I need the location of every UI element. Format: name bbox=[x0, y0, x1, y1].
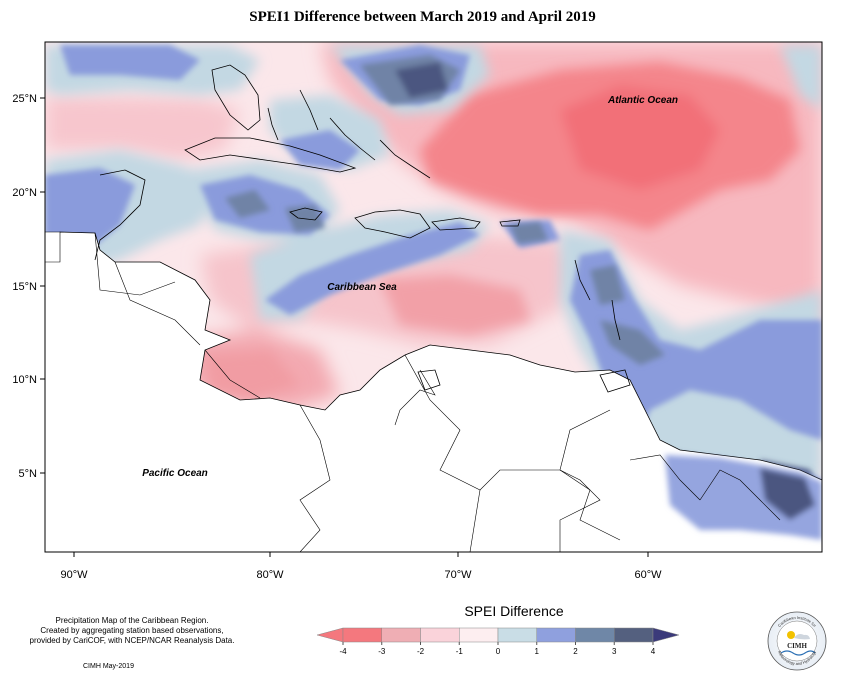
y-tick-label: 10°N bbox=[12, 374, 37, 386]
colorbar-arrow-left bbox=[316, 627, 344, 643]
map-frame bbox=[44, 41, 823, 553]
colorbar-swatch bbox=[459, 627, 499, 643]
y-tick-label: 15°N bbox=[12, 281, 37, 293]
colorbar-swatch bbox=[536, 627, 576, 643]
footer-note: CIMH May-2019 bbox=[83, 663, 134, 670]
colorbar: -4 -3 -2 -1 0 1 2 3 4 bbox=[316, 627, 680, 656]
y-tick-label: 5°N bbox=[19, 468, 38, 480]
credits-block: Precipitation Map of the Caribbean Regio… bbox=[12, 616, 252, 646]
colorbar-tick-label: -3 bbox=[378, 647, 386, 656]
atlantic-ocean-label: Atlantic Ocean bbox=[607, 95, 678, 106]
colorbar-tick-label: 3 bbox=[612, 647, 617, 656]
field-guiana-overlay bbox=[665, 455, 822, 540]
wave-icon bbox=[780, 650, 816, 656]
cimh-logo: CIMH Caribbean Institute for Meteorology… bbox=[767, 611, 827, 671]
credits-line: Created by aggregating station based obs… bbox=[40, 626, 224, 635]
colorbar-tick-label: -4 bbox=[339, 647, 347, 656]
map-title: SPEI1 Difference between March 2019 and … bbox=[249, 9, 596, 25]
cloud-icon bbox=[794, 634, 810, 640]
spei-field bbox=[45, 42, 822, 552]
colorbar-swatch bbox=[342, 627, 382, 643]
colorbar-tick-label: -1 bbox=[456, 647, 464, 656]
y-axis: 25°N 20°N 15°N 10°N 5°N bbox=[12, 93, 45, 480]
logo-text: CIMH bbox=[787, 642, 807, 650]
colorbar-swatch bbox=[381, 627, 421, 643]
credits-line: provided by CariCOF, with NCEP/NCAR Rean… bbox=[29, 636, 235, 645]
colorbar-tick-label: 1 bbox=[535, 647, 540, 656]
colorbar-tick-label: 0 bbox=[496, 647, 501, 656]
colorbar-tick-label: 4 bbox=[651, 647, 656, 656]
legend-title: SPEI Difference bbox=[464, 603, 564, 619]
colorbar-swatch bbox=[497, 627, 537, 643]
colorbar-swatch bbox=[575, 627, 615, 643]
x-tick-label: 80°W bbox=[256, 569, 284, 581]
x-axis: 90°W 80°W 70°W 60°W bbox=[60, 552, 662, 581]
colorbar-swatch bbox=[614, 627, 654, 643]
sun-icon bbox=[787, 631, 795, 639]
credits-line: Precipitation Map of the Caribbean Regio… bbox=[55, 616, 209, 625]
colorbar-swatch bbox=[420, 627, 460, 643]
colorbar-tick-label: 2 bbox=[573, 647, 578, 656]
island-outlines bbox=[94, 64, 631, 393]
y-tick-label: 20°N bbox=[12, 187, 37, 199]
y-tick-label: 25°N bbox=[12, 93, 37, 105]
country-borders bbox=[94, 232, 781, 552]
x-tick-label: 70°W bbox=[444, 569, 472, 581]
x-tick-label: 90°W bbox=[60, 569, 88, 581]
caribbean-sea-label: Caribbean Sea bbox=[327, 282, 397, 293]
colorbar-arrow-right bbox=[652, 627, 680, 643]
colorbar-tick-label: -2 bbox=[417, 647, 425, 656]
pacific-ocean-label: Pacific Ocean bbox=[142, 468, 208, 479]
x-tick-label: 60°W bbox=[634, 569, 662, 581]
